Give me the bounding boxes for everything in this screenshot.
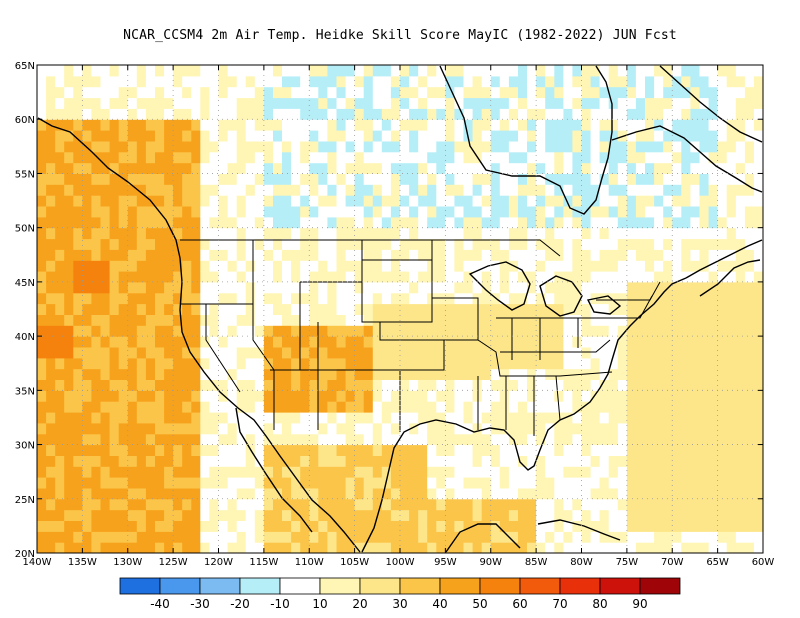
colorbar-swatch — [399, 577, 441, 595]
x-tick-label: 60W — [752, 557, 775, 568]
x-tick-label: 105W — [340, 557, 369, 568]
colorbar-label: 50 — [472, 597, 487, 611]
colorbar-swatch — [479, 577, 521, 595]
colorbar-swatch — [319, 577, 361, 595]
x-tick-label: 110W — [295, 557, 324, 568]
colorbar-swatch — [439, 577, 481, 595]
colorbar-label: -10 — [270, 597, 290, 611]
x-tick-label: 100W — [386, 557, 415, 568]
colorbar-label: 30 — [392, 597, 407, 611]
colorbar-swatch — [159, 577, 201, 595]
colorbar-label: 60 — [512, 597, 527, 611]
x-tick-label: 70W — [661, 557, 684, 568]
x-tick-label: 65W — [706, 557, 729, 568]
x-tick-label: 140W — [23, 557, 52, 568]
colorbar-label: 90 — [632, 597, 647, 611]
y-tick-label: 65N — [15, 61, 35, 72]
coastline-borders — [37, 65, 763, 553]
x-tick-label: 115W — [249, 557, 278, 568]
colorbar-label: -40 — [150, 597, 170, 611]
state-borders — [180, 239, 661, 436]
colorbar-label: 40 — [432, 597, 447, 611]
y-tick-label: 50N — [15, 224, 35, 235]
colorbar-label: 20 — [352, 597, 367, 611]
y-axis-labels: 20N 25N 30N 35N 40N 45N 50N 55N 60N 65N — [15, 61, 35, 560]
x-tick-label: 135W — [68, 557, 97, 568]
x-tick-label: 130W — [113, 557, 142, 568]
x-tick-label: 125W — [159, 557, 188, 568]
colorbar-swatch — [359, 577, 401, 595]
x-axis-labels: 140W 135W 130W 125W 120W 115W 110W 105W 100W 95W 9… — [23, 557, 775, 568]
y-tick-label: 25N — [15, 495, 35, 506]
x-tick-label: 85W — [525, 557, 548, 568]
y-tick-label: 55N — [15, 169, 35, 180]
colorbar-swatch — [279, 577, 321, 595]
colorbar-label: 70 — [552, 597, 567, 611]
colorbar-swatch — [519, 577, 561, 595]
axis-ticks — [36, 64, 764, 554]
x-tick-label: 80W — [570, 557, 593, 568]
colorbar-swatch — [239, 577, 281, 595]
x-tick-label: 90W — [479, 557, 502, 568]
map-gridlines — [37, 65, 763, 553]
heatmap-field — [37, 65, 763, 553]
colorbar-swatch — [639, 577, 681, 595]
y-tick-label: 60N — [15, 115, 35, 126]
colorbar: -40 -30 -20 -10 10 20 30 40 50 60 70 80 90 — [119, 577, 681, 611]
colorbar-label: -20 — [230, 597, 250, 611]
colorbar-label: 80 — [592, 597, 607, 611]
colorbar-label: 10 — [312, 597, 327, 611]
y-tick-label: 40N — [15, 332, 35, 343]
y-tick-label: 30N — [15, 441, 35, 452]
x-tick-label: 75W — [616, 557, 639, 568]
y-tick-label: 20N — [15, 549, 35, 560]
x-tick-label: 120W — [204, 557, 233, 568]
map-title: NCAR_CCSM4 2m Air Temp. Heidke Skill Sco… — [123, 28, 677, 43]
x-tick-label: 95W — [434, 557, 457, 568]
colorbar-swatch — [599, 577, 641, 595]
colorbar-label: -30 — [190, 597, 210, 611]
colorbar-swatch — [119, 577, 161, 595]
colorbar-swatch — [559, 577, 601, 595]
y-tick-label: 35N — [15, 386, 35, 397]
colorbar-swatch — [199, 577, 241, 595]
y-tick-label: 45N — [15, 278, 35, 289]
